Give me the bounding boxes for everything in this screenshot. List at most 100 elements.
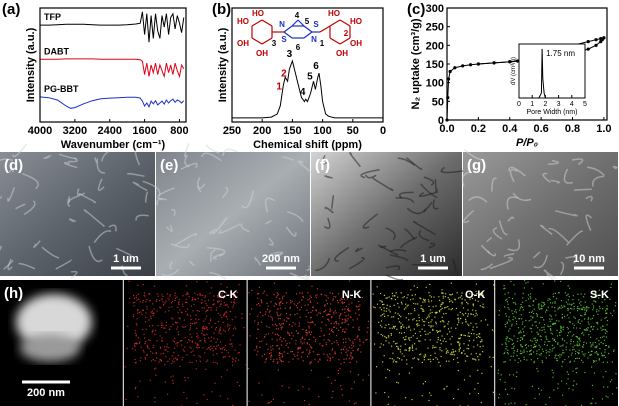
map-dot <box>575 350 577 352</box>
map-dot <box>593 305 595 307</box>
map-dot <box>134 349 136 351</box>
map-dot <box>273 359 275 361</box>
map-dot <box>272 332 274 334</box>
map-dot <box>529 305 531 307</box>
map-dot <box>165 356 167 358</box>
map-dot <box>581 351 583 353</box>
map-dot <box>393 327 395 329</box>
map-dot <box>366 331 368 333</box>
map-dot <box>570 304 573 306</box>
map-dot <box>536 340 538 342</box>
map-dot <box>184 301 186 303</box>
map-dot <box>600 341 602 344</box>
map-dot <box>448 308 450 310</box>
texture <box>3 259 14 270</box>
map-dot <box>291 338 293 340</box>
map-dot <box>251 308 253 310</box>
map-dot <box>160 347 162 349</box>
map-dot <box>164 311 166 313</box>
map-dot <box>564 306 566 308</box>
map-dot <box>422 310 424 312</box>
map-dot <box>505 315 508 317</box>
map-dot <box>196 322 198 324</box>
map-dot <box>142 284 144 286</box>
map-dot <box>403 308 406 310</box>
map-dot <box>598 358 600 360</box>
map-dot <box>510 338 512 340</box>
map-dot <box>223 313 225 315</box>
map-dot <box>295 293 298 295</box>
map-dot <box>234 293 236 295</box>
map-dot <box>209 320 212 322</box>
bond <box>261 37 273 45</box>
map-dot <box>300 339 302 341</box>
map-dot <box>204 341 206 343</box>
map-dot <box>138 311 140 314</box>
scale-bar-label: 1 um <box>113 253 139 265</box>
map-dot <box>530 293 532 295</box>
map-dot <box>418 317 420 319</box>
map-dot <box>562 344 564 346</box>
map-dot <box>447 328 450 330</box>
map-dot <box>576 310 579 312</box>
map-dot <box>419 340 421 342</box>
map-dot <box>551 344 554 346</box>
map-dot <box>311 331 313 333</box>
map-dot <box>520 332 522 334</box>
map-dot <box>504 388 507 390</box>
map-dot <box>441 307 443 309</box>
map-dot <box>536 314 538 316</box>
texture <box>563 168 573 184</box>
map-dot <box>310 311 312 313</box>
map-dot <box>572 346 574 348</box>
map-dot <box>397 382 399 384</box>
map-dot <box>172 340 174 342</box>
map-dot <box>503 288 505 290</box>
map-dot <box>435 323 437 325</box>
map-dot <box>545 357 547 359</box>
map-dot <box>218 320 220 322</box>
map-dot <box>456 324 459 326</box>
map-dot <box>428 301 430 303</box>
map-dot <box>298 325 300 327</box>
map-dot <box>277 293 279 295</box>
map-dot <box>596 352 598 354</box>
map-dot <box>396 381 398 383</box>
texture <box>209 272 227 280</box>
map-dot <box>144 358 146 360</box>
map-dot <box>190 305 192 307</box>
map-dot <box>272 360 274 363</box>
map-dot <box>492 356 494 358</box>
map-dot <box>403 355 405 357</box>
map-dot <box>202 347 204 349</box>
map-dot <box>567 335 569 337</box>
map-dot <box>556 335 559 337</box>
map-dot <box>173 357 175 359</box>
map-dot <box>572 384 574 387</box>
map-dot <box>561 337 563 340</box>
map-dot <box>550 329 552 331</box>
map-dot <box>511 339 513 341</box>
sem-blob <box>19 334 80 362</box>
map-dot <box>562 339 564 341</box>
map-dot <box>425 286 427 288</box>
map-dot <box>554 341 557 343</box>
map-dot <box>351 356 353 358</box>
texture <box>41 246 60 259</box>
map-dot <box>342 342 344 344</box>
map-dot <box>261 355 263 357</box>
map-dot <box>443 321 445 323</box>
map-dot <box>325 344 327 346</box>
map-dot <box>432 358 434 360</box>
map-dot <box>465 312 467 314</box>
micrograph <box>311 152 462 276</box>
map-dot <box>164 302 166 304</box>
map-dot <box>292 321 294 324</box>
map-dot <box>165 331 167 334</box>
map-dot <box>304 338 306 340</box>
map-dot <box>538 349 540 351</box>
map-dot <box>440 304 442 306</box>
map-dot <box>424 321 426 323</box>
map-dot <box>277 369 279 371</box>
map-dot <box>498 310 500 312</box>
